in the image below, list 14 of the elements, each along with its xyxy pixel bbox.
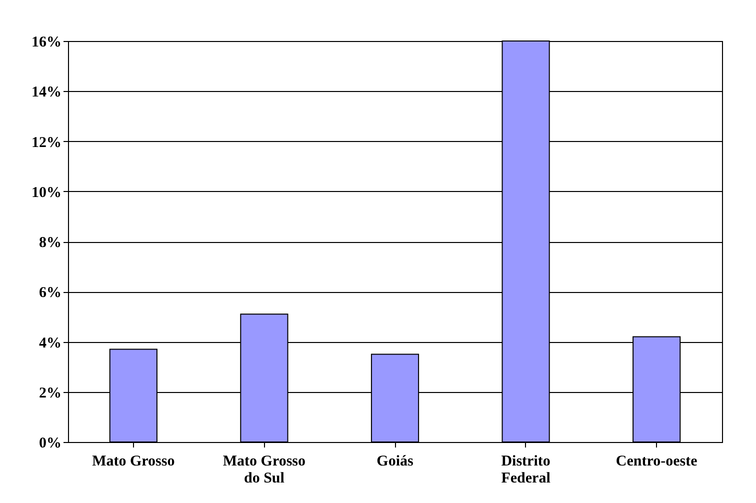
x-tick-label: Mato Grosso bbox=[92, 454, 175, 470]
x-tick-label: Distrito Federal bbox=[501, 454, 550, 486]
y-tick-label: 14% bbox=[32, 84, 62, 101]
y-tick-label: 16% bbox=[32, 34, 62, 50]
x-tick-label: Goiás bbox=[376, 454, 414, 470]
x-tick-label: Centro-oeste bbox=[616, 454, 698, 470]
y-tick-label: 10% bbox=[32, 184, 62, 201]
y-tick-label: 4% bbox=[39, 335, 62, 352]
y-tick-label: 2% bbox=[39, 385, 62, 402]
y-tick-label: 6% bbox=[39, 285, 62, 302]
x-tick-label: Mato Grosso do Sul bbox=[222, 454, 306, 486]
y-tick-label: 8% bbox=[39, 235, 62, 251]
y-tick-label: 12% bbox=[32, 134, 62, 151]
y-tick-label: 0% bbox=[39, 436, 62, 452]
